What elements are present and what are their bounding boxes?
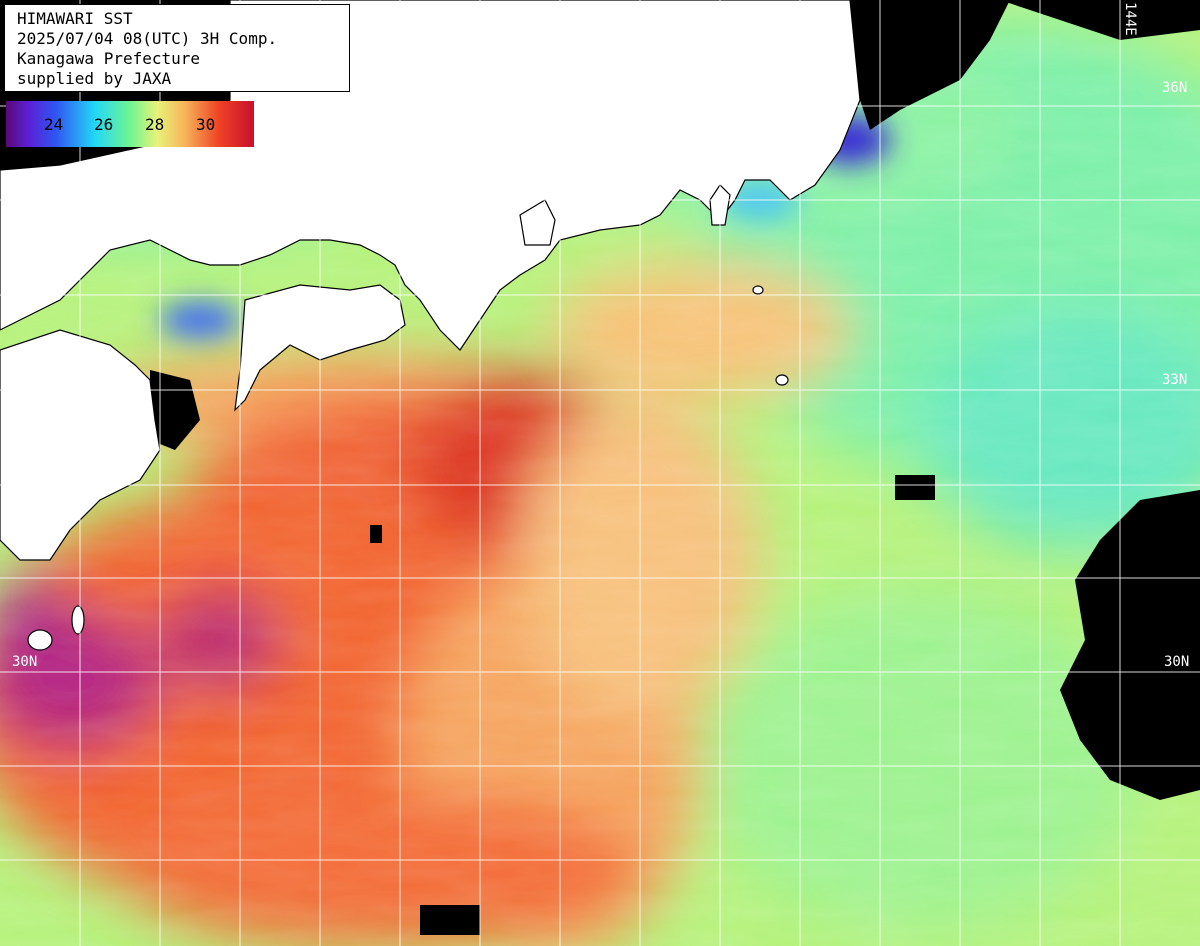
colorbar-label-28: 28 xyxy=(145,115,165,134)
lon-label-144e: 144E xyxy=(1122,2,1138,36)
info-box: HIMAWARI SST 2025/07/04 08(UTC) 3H Comp.… xyxy=(4,4,350,92)
datetime-line: 2025/07/04 08(UTC) 3H Comp. xyxy=(17,29,278,48)
colorbar-label-24: 24 xyxy=(44,115,64,134)
supplier-line: supplied by JAXA xyxy=(17,69,172,88)
lat-label-30n-left: 30N xyxy=(12,654,38,670)
lat-label-33n: 33N xyxy=(1162,372,1188,388)
lon-label-136e: 136E xyxy=(482,2,498,36)
lat-label-36n: 36N xyxy=(1162,80,1188,96)
colorbar-label-30: 30 xyxy=(196,115,216,134)
colorbar-label-26: 26 xyxy=(94,115,114,134)
lat-label-30n-right: 30N xyxy=(1164,654,1190,670)
title-line: HIMAWARI SST xyxy=(17,9,133,28)
temperature-colorbar: 24 26 28 30 xyxy=(6,101,254,147)
prefecture-line: Kanagawa Prefecture xyxy=(17,49,201,68)
